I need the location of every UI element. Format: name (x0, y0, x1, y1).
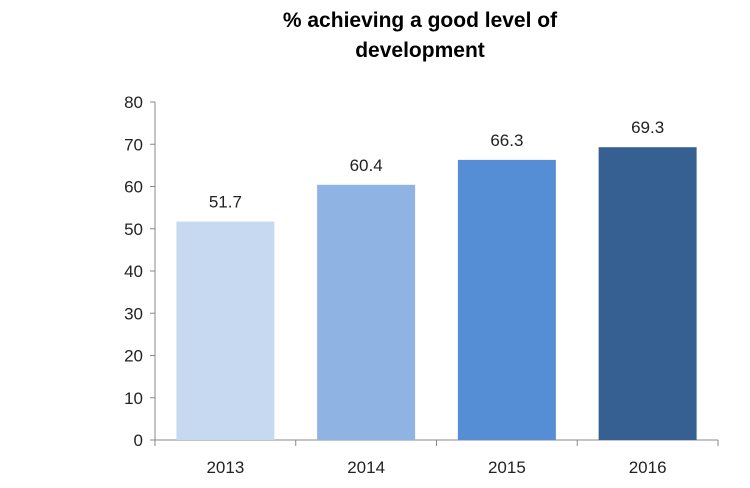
y-tick-label: 20 (124, 347, 143, 366)
y-tick-label: 0 (134, 431, 143, 450)
y-tick-label: 10 (124, 389, 143, 408)
data-label: 51.7 (209, 193, 242, 212)
bar-2013 (176, 221, 275, 440)
y-tick-label: 30 (124, 304, 143, 323)
bar-2014 (317, 184, 416, 440)
y-tick-label: 50 (124, 220, 143, 239)
chart-title-line-2: development (355, 39, 485, 62)
y-tick-label: 70 (124, 135, 143, 154)
y-tick-label: 40 (124, 262, 143, 281)
x-tick-label: 2014 (347, 458, 385, 477)
chart-title: % achieving a good level of development (0, 6, 750, 66)
bar-2016 (598, 147, 697, 440)
data-label: 60.4 (350, 156, 383, 175)
bar-2015 (457, 159, 556, 440)
y-tick-label: 60 (124, 178, 143, 197)
data-label: 69.3 (631, 118, 664, 137)
chart-title-line-1: % achieving a good level of (282, 9, 558, 32)
x-tick-label: 2015 (488, 458, 526, 477)
data-label: 66.3 (490, 131, 523, 150)
x-tick-label: 2013 (206, 458, 244, 477)
x-tick-label: 2016 (629, 458, 667, 477)
y-tick-label: 80 (124, 93, 143, 112)
